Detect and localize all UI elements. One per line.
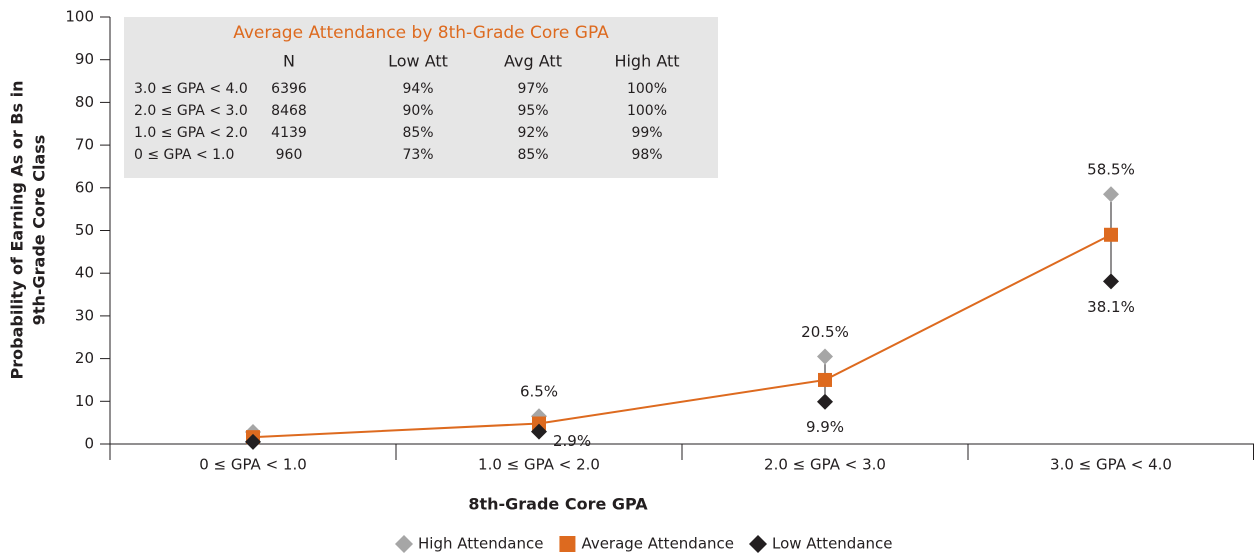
table-cell: 6396 [271, 81, 307, 97]
table-cell: 4139 [271, 125, 307, 141]
square-marker [1104, 227, 1118, 242]
y-tick-label: 40 [75, 264, 94, 282]
data-label: 58.5% [1087, 161, 1135, 179]
x-tick-label: 1.0 ≤ GPA < 2.0 [478, 456, 600, 474]
series-line [252, 233, 1112, 439]
y-tick-label: 70 [75, 136, 94, 154]
y-tick-label: 90 [75, 50, 94, 68]
data-label: 2.9% [553, 432, 591, 450]
table-cell: 100% [627, 103, 667, 119]
table-cell: 8468 [271, 103, 307, 119]
table-cell: 99% [631, 125, 662, 141]
table-header: Avg Att [504, 52, 562, 71]
table-cell: 98% [631, 147, 662, 163]
table-cell: 0 ≤ GPA < 1.0 [134, 147, 234, 163]
diamond-marker [817, 393, 833, 410]
table-cell: 94% [402, 81, 433, 97]
table-cell: 85% [402, 125, 433, 141]
legend-label: Low Attendance [772, 535, 893, 553]
diamond-marker [817, 348, 833, 365]
data-label: 38.1% [1087, 298, 1135, 316]
y-tick-label: 100 [65, 8, 94, 26]
legend-swatch [395, 535, 413, 553]
inset-table-bg [124, 17, 718, 178]
y-tick-label: 0 [84, 435, 94, 453]
diamond-marker [1103, 186, 1119, 203]
legend-swatch [749, 535, 767, 553]
x-tick-label: 3.0 ≤ GPA < 4.0 [1050, 456, 1172, 474]
table-cell: 1.0 ≤ GPA < 2.0 [134, 125, 248, 141]
y-tick-label: 60 [75, 178, 94, 196]
table-cell: 97% [517, 81, 548, 97]
inset-table-title: Average Attendance by 8th-Grade Core GPA [233, 23, 609, 43]
data-label: 6.5% [520, 383, 558, 401]
y-tick-label: 20 [75, 349, 94, 367]
table-cell: 95% [517, 103, 548, 119]
table-header: Low Att [388, 52, 448, 71]
diamond-marker [531, 423, 547, 440]
data-label: 9.9% [806, 418, 844, 436]
table-cell: 960 [276, 147, 303, 163]
y-axis-title: 9th-Grade Core Class [30, 135, 49, 326]
y-tick-label: 10 [75, 392, 94, 410]
table-cell: 2.0 ≤ GPA < 3.0 [134, 103, 248, 119]
table-cell: 3.0 ≤ GPA < 4.0 [134, 81, 248, 97]
legend-label: High Attendance [418, 535, 543, 553]
table-cell: 92% [517, 125, 548, 141]
y-axis-title: Probability of Earning As or Bs in [8, 81, 27, 380]
x-axis-title: 8th-Grade Core GPA [468, 495, 648, 514]
y-tick-label: 50 [75, 221, 94, 239]
y-tick-label: 80 [75, 93, 94, 111]
table-cell: 73% [402, 147, 433, 163]
square-marker [532, 416, 546, 431]
table-cell: 90% [402, 103, 433, 119]
table-cell: 85% [517, 147, 548, 163]
x-tick-label: 0 ≤ GPA < 1.0 [199, 456, 307, 474]
x-tick-label: 2.0 ≤ GPA < 3.0 [764, 456, 886, 474]
table-cell: 100% [627, 81, 667, 97]
diamond-marker [1103, 273, 1119, 290]
legend-swatch [559, 536, 576, 552]
square-marker [818, 372, 832, 387]
table-header: N [283, 52, 295, 71]
data-label: 20.5% [801, 323, 849, 341]
diamond-marker [245, 433, 261, 450]
y-tick-label: 30 [75, 306, 94, 324]
legend-label: Average Attendance [581, 535, 734, 553]
table-header: High Att [614, 52, 679, 71]
